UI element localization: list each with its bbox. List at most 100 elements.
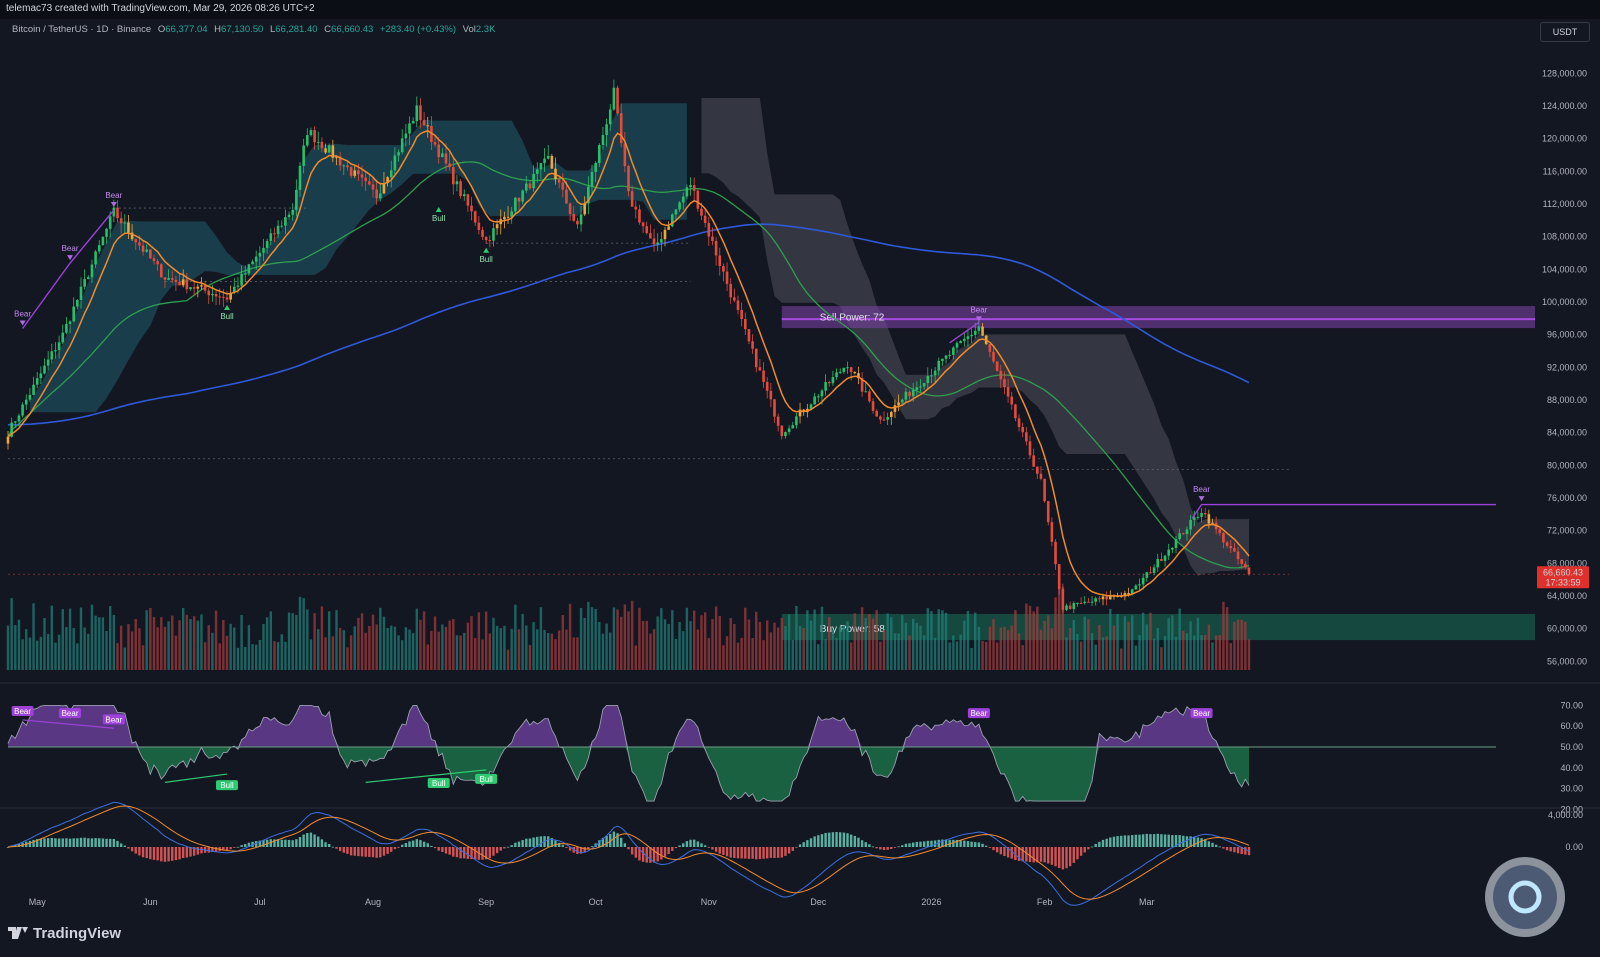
volume-bar xyxy=(766,620,769,670)
macd-histogram-bar xyxy=(784,847,787,856)
price-tick-label: 108,000.00 xyxy=(1542,232,1587,242)
price-chart[interactable]: Sell Power: 72 Buy Power: 58 Bear Bear Bear B… xyxy=(0,19,1600,937)
volume-bar xyxy=(317,629,320,670)
volume-bar xyxy=(846,621,849,670)
volume-bar xyxy=(879,641,882,670)
macd-histogram-bar xyxy=(525,838,528,847)
volume-bar xyxy=(714,606,718,670)
macd-histogram-bar xyxy=(324,842,327,847)
candle-body xyxy=(101,236,105,246)
candle-body xyxy=(725,271,729,284)
volume-bar xyxy=(966,611,970,670)
macd-histogram-bar xyxy=(1174,835,1178,847)
macd-histogram-bar xyxy=(689,839,692,847)
candle-body xyxy=(400,138,404,153)
time-tick-label: Dec xyxy=(810,897,827,907)
volume-bar xyxy=(1083,616,1086,670)
volume-bar xyxy=(145,610,148,670)
price-tick-label: 104,000.00 xyxy=(1542,264,1587,274)
macd-histogram-bar xyxy=(474,847,477,860)
volume-bar xyxy=(495,625,499,670)
macd-histogram-bar xyxy=(744,847,747,859)
divergence-line xyxy=(1191,504,1203,519)
macd-histogram-bar xyxy=(787,847,791,854)
volume-bar xyxy=(868,614,871,670)
candle-body xyxy=(466,194,470,206)
volume-bar xyxy=(605,623,608,670)
volume-bar xyxy=(87,633,90,670)
candle-body xyxy=(667,226,670,230)
volume-bar xyxy=(758,621,762,670)
macd-histogram-bar xyxy=(65,838,68,847)
candle-body xyxy=(568,203,572,215)
candle-body xyxy=(656,242,659,245)
candle-body xyxy=(284,217,287,226)
candle-body xyxy=(557,179,561,183)
volume-bar xyxy=(787,614,791,670)
volume-bar xyxy=(265,617,269,670)
volume-bar xyxy=(985,641,988,670)
candle-body xyxy=(1233,548,1236,552)
macd-histogram-bar xyxy=(244,844,247,847)
volume-label: Vol xyxy=(462,24,476,35)
macd-histogram-bar xyxy=(1156,833,1159,847)
macd-histogram-bar xyxy=(6,847,10,848)
candle-body xyxy=(835,372,838,378)
macd-histogram-bar xyxy=(94,838,97,847)
macd-histogram-bar xyxy=(174,847,178,861)
macd-histogram-bar xyxy=(1109,837,1112,847)
rsi-bull-badge xyxy=(475,773,498,784)
volume-bar xyxy=(72,628,75,670)
macd-histogram-bar xyxy=(649,847,652,863)
macd-histogram-bar xyxy=(630,847,634,855)
volume-bar xyxy=(54,642,57,670)
candle-body xyxy=(605,124,608,136)
candle-body xyxy=(616,87,619,114)
macd-histogram-bar xyxy=(747,847,751,859)
volume-bar xyxy=(1047,615,1050,670)
macd-histogram-bar xyxy=(50,837,53,847)
candle-body xyxy=(875,410,878,417)
volume-bar xyxy=(134,619,137,670)
volume-bar xyxy=(477,612,481,670)
candle-body xyxy=(309,130,313,136)
currency-button[interactable]: USDT xyxy=(1540,22,1590,42)
price-tick-label: 60,000.00 xyxy=(1547,624,1587,634)
macd-histogram-bar xyxy=(255,841,258,847)
macd-histogram-bar xyxy=(481,847,484,860)
macd-histogram-bar xyxy=(554,840,557,847)
candle-body xyxy=(729,283,732,298)
volume-bar xyxy=(696,629,700,670)
bear-signal-label: Bear xyxy=(1193,485,1210,494)
volume-bar xyxy=(463,632,466,670)
volume-bar xyxy=(459,635,462,670)
volume-bar xyxy=(484,611,488,670)
candle-body xyxy=(820,390,824,397)
macd-histogram-bar xyxy=(1233,847,1236,853)
price-tick-label: 120,000.00 xyxy=(1542,134,1587,144)
volume-bar xyxy=(83,627,86,670)
candle-body xyxy=(233,286,236,293)
volume-bar xyxy=(835,637,838,670)
candle-body xyxy=(576,220,579,225)
volume-bar xyxy=(641,620,645,670)
macd-histogram-bar xyxy=(185,847,189,858)
candle-body xyxy=(83,279,86,287)
candle-body xyxy=(510,211,513,217)
candle-body xyxy=(1189,519,1192,530)
volume-bar xyxy=(988,626,992,670)
candle-body xyxy=(714,240,718,256)
candle-body xyxy=(54,350,57,352)
volume-bar xyxy=(324,637,327,670)
open-value: 66,377.04 xyxy=(165,24,208,35)
volume-bar xyxy=(105,630,108,670)
volume-bar xyxy=(331,636,335,670)
candle-body xyxy=(525,183,528,191)
volume-bar xyxy=(882,630,886,670)
volume-bar xyxy=(649,633,652,670)
symbol-name[interactable]: Bitcoin / TetherUS · 1D · Binance xyxy=(12,24,152,35)
candle-body xyxy=(1025,432,1028,442)
macd-histogram-bar xyxy=(167,847,170,862)
volume-bar xyxy=(1017,633,1021,670)
candle-body xyxy=(809,404,813,409)
